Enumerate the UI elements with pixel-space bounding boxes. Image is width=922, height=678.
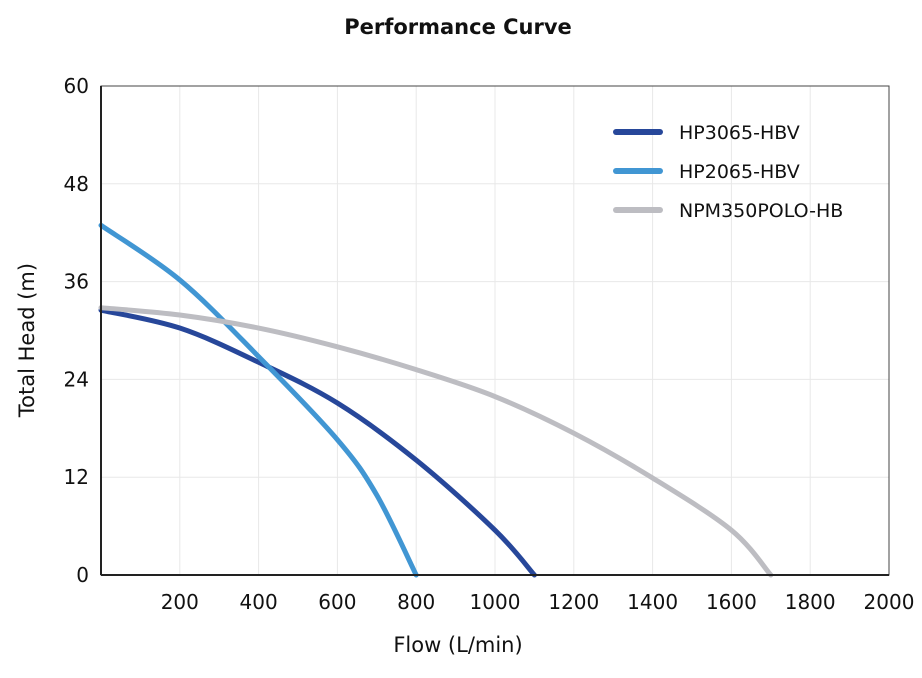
series-lines	[98, 222, 774, 578]
legend-label: NPM350POLO-HB	[679, 200, 843, 222]
y-tick-label: 48	[64, 172, 89, 196]
x-tick-label: 1400	[627, 590, 678, 614]
y-tick-label: 24	[64, 367, 89, 391]
chart-title: Performance Curve	[344, 15, 572, 39]
tick-labels: 200 400 600 800 1000 1200 1400 1600 1800 2000 0 12 2…	[64, 74, 915, 614]
x-axis-label: Flow (L/min)	[393, 633, 522, 657]
series-line-hp3065-hbv	[98, 307, 537, 578]
x-tick-label: 400	[240, 590, 278, 614]
x-tick-label: 1200	[548, 590, 599, 614]
x-tick-label: 2000	[864, 590, 915, 614]
x-tick-label: 1800	[785, 590, 836, 614]
y-tick-label: 12	[64, 465, 89, 489]
x-tick-label: 800	[397, 590, 435, 614]
legend-label: HP2065-HBV	[679, 161, 800, 183]
axes	[100, 85, 890, 576]
x-tick-label: 600	[318, 590, 356, 614]
x-tick-label: 1600	[706, 590, 757, 614]
series-line-hp2065-hbv	[98, 222, 419, 578]
gridlines	[101, 85, 890, 576]
legend-label: HP3065-HBV	[679, 122, 800, 144]
y-axis-label: Total Head (m)	[15, 263, 39, 418]
y-tick-label: 36	[64, 270, 89, 294]
y-tick-label: 60	[64, 74, 89, 98]
y-tick-label: 0	[76, 563, 89, 587]
x-tick-label: 200	[161, 590, 199, 614]
legend: HP3065-HBV HP2065-HBV NPM350POLO-HB	[613, 122, 843, 222]
series-line-npm350polo-hb	[98, 305, 774, 578]
x-tick-label: 1000	[470, 590, 521, 614]
